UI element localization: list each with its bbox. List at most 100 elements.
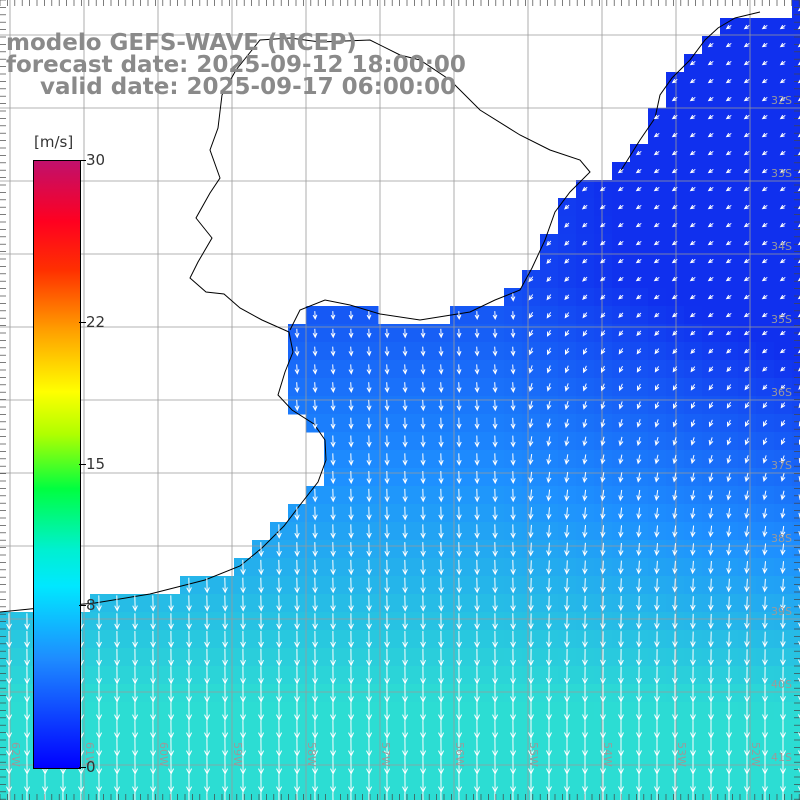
wind-arrow [510, 488, 516, 503]
wind-cell [792, 702, 800, 721]
wind-arrow [294, 756, 301, 775]
wind-arrow [474, 417, 480, 430]
wind-arrow [653, 114, 660, 120]
wind-arrow [384, 328, 390, 339]
wind-arrow [24, 720, 31, 739]
colorbar-tick-mark [79, 463, 86, 465]
wind-arrow [761, 186, 768, 192]
wind-arrow [294, 720, 301, 739]
wind-arrow [330, 399, 336, 412]
wind-arrow [636, 631, 642, 648]
wind-arrow [294, 346, 300, 357]
wind-arrow [654, 613, 660, 630]
lat-label: 38S [771, 532, 792, 545]
wind-arrow [780, 631, 786, 648]
wind-arrow [780, 756, 786, 775]
wind-arrow [42, 774, 49, 793]
wind-arrow [528, 489, 534, 502]
wind-arrow [708, 720, 714, 739]
wind-arrow [510, 542, 516, 557]
wind-arrow [312, 364, 318, 375]
wind-arrow [743, 150, 750, 156]
wind-arrow [600, 348, 606, 355]
wind-cell [792, 522, 800, 541]
wind-arrow [689, 312, 696, 318]
wind-arrow [797, 169, 800, 174]
wind-arrow [384, 702, 391, 721]
wind-cell [792, 576, 800, 595]
wind-arrow [420, 417, 426, 430]
wind-arrow [654, 774, 660, 793]
wind-arrow [762, 543, 768, 556]
colorbar-tick-label: 8 [86, 596, 96, 615]
wind-arrow [636, 774, 642, 793]
wind-arrow [690, 738, 696, 757]
wind-arrow [456, 382, 462, 393]
wind-arrow [708, 348, 714, 354]
wind-arrow [384, 720, 391, 739]
wind-arrow [348, 346, 354, 357]
wind-arrow [707, 312, 714, 318]
wind-arrow [492, 524, 498, 539]
wind-arrow [204, 577, 210, 594]
wind-arrow [798, 494, 800, 501]
wind-arrow [330, 756, 337, 775]
wind-arrow [474, 399, 480, 412]
wind-arrow [186, 684, 192, 703]
wind-arrow [420, 559, 426, 576]
wind-arrow [746, 792, 748, 800]
wind-arrow [762, 455, 768, 464]
wind-arrow [600, 401, 606, 410]
wind-arrow [600, 774, 606, 793]
wind-arrow [618, 401, 624, 410]
wind-arrow [366, 630, 372, 649]
wind-arrow [312, 311, 318, 321]
wind-arrow [330, 506, 336, 521]
wind-arrow [402, 470, 408, 485]
wind-arrow [708, 666, 714, 685]
wind-arrow [402, 595, 408, 612]
wind-arrow [492, 364, 498, 375]
wind-arrow [438, 417, 444, 430]
wind-arrow [528, 471, 534, 484]
wind-arrow [330, 720, 337, 739]
wind-arrow [96, 756, 103, 775]
wind-arrow [547, 347, 552, 356]
wind-arrow [564, 454, 570, 465]
wind-arrow [601, 365, 606, 374]
wind-arrow [240, 774, 247, 793]
wind-arrow [780, 684, 786, 703]
wind-arrow [690, 472, 696, 483]
wind-arrow [294, 702, 301, 721]
wind-arrow [636, 419, 642, 428]
wind-arrow [654, 720, 660, 739]
lat-label: 41S [771, 751, 792, 764]
wind-arrow [44, 792, 46, 800]
wind-arrow [492, 702, 499, 721]
wind-arrow [689, 258, 696, 264]
wind-arrow [438, 613, 444, 630]
wind-arrow [492, 559, 498, 576]
wind-arrow [672, 543, 678, 556]
coastline-east [619, 11, 761, 173]
wind-arrow [779, 348, 786, 354]
wind-arrow [492, 756, 499, 775]
wind-arrow [761, 222, 768, 228]
wind-arrow [726, 543, 732, 556]
wind-arrow [671, 96, 678, 102]
wind-arrow [312, 488, 318, 503]
wind-arrow [546, 436, 552, 447]
wind-arrow [98, 792, 100, 800]
wind-arrow [240, 702, 247, 721]
wind-arrow [366, 417, 372, 430]
wind-arrow [222, 684, 228, 703]
wind-arrow [779, 132, 786, 138]
wind-arrow [761, 24, 768, 30]
wind-arrow [636, 613, 642, 630]
wind-arrow [330, 542, 336, 558]
wind-arrow [294, 630, 300, 649]
wind-arrow [384, 577, 390, 594]
wind-arrow [618, 666, 624, 685]
wind-arrow [332, 792, 334, 800]
wind-arrow [456, 364, 462, 375]
